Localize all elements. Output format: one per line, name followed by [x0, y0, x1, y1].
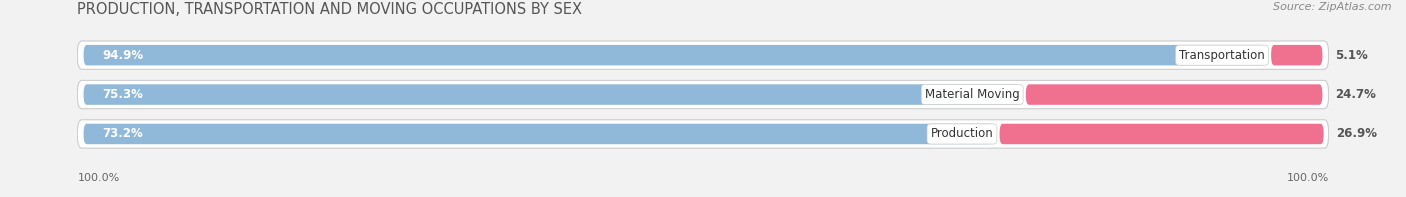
Legend: Male, Female: Male, Female: [640, 195, 766, 197]
FancyBboxPatch shape: [1026, 84, 1323, 105]
Text: 75.3%: 75.3%: [103, 88, 143, 101]
FancyBboxPatch shape: [77, 120, 1329, 148]
Text: Source: ZipAtlas.com: Source: ZipAtlas.com: [1274, 2, 1392, 12]
Text: 26.9%: 26.9%: [1336, 127, 1378, 140]
FancyBboxPatch shape: [77, 80, 1329, 109]
FancyBboxPatch shape: [1000, 124, 1323, 144]
Text: 94.9%: 94.9%: [103, 49, 143, 62]
Text: 24.7%: 24.7%: [1334, 88, 1376, 101]
Text: 5.1%: 5.1%: [1334, 49, 1368, 62]
Text: 73.2%: 73.2%: [103, 127, 143, 140]
FancyBboxPatch shape: [83, 84, 1019, 105]
FancyBboxPatch shape: [1271, 45, 1323, 65]
Text: Material Moving: Material Moving: [925, 88, 1019, 101]
Text: Production: Production: [931, 127, 993, 140]
Text: PRODUCTION, TRANSPORTATION AND MOVING OCCUPATIONS BY SEX: PRODUCTION, TRANSPORTATION AND MOVING OC…: [77, 2, 582, 17]
FancyBboxPatch shape: [77, 41, 1329, 69]
Text: 100.0%: 100.0%: [1286, 173, 1329, 183]
FancyBboxPatch shape: [83, 124, 993, 144]
Text: Transportation: Transportation: [1180, 49, 1265, 62]
Text: 100.0%: 100.0%: [77, 173, 120, 183]
FancyBboxPatch shape: [83, 45, 1265, 65]
